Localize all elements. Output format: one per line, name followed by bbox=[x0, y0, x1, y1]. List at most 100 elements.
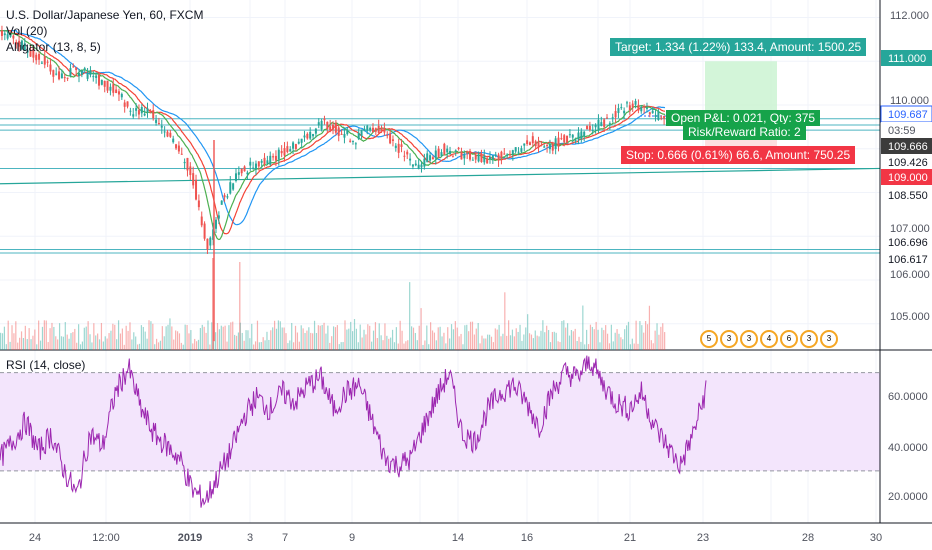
event-badge[interactable]: 6 bbox=[780, 330, 798, 348]
volume-bar bbox=[127, 330, 129, 350]
risk-reward-label[interactable]: Risk/Reward Ratio: 2 bbox=[683, 124, 806, 140]
candle-body bbox=[29, 49, 32, 57]
candle-body bbox=[180, 153, 183, 155]
candle-body bbox=[580, 131, 583, 140]
candle-body bbox=[274, 155, 277, 161]
candle-body bbox=[540, 141, 543, 143]
candle-body bbox=[226, 196, 229, 198]
volume-bar bbox=[28, 328, 30, 350]
volume-bar bbox=[656, 323, 658, 350]
volume-bar bbox=[235, 335, 238, 350]
volume-bar bbox=[167, 324, 169, 350]
candle-body bbox=[135, 108, 138, 111]
price-tick: 110.000 bbox=[890, 95, 929, 107]
candle-body bbox=[471, 159, 474, 161]
volume-bar bbox=[521, 340, 523, 350]
candle-body bbox=[32, 48, 35, 58]
candle-body bbox=[360, 129, 363, 137]
volume-bar bbox=[66, 334, 68, 350]
candle-body bbox=[403, 155, 406, 157]
candle-body bbox=[146, 108, 149, 113]
volume-bar bbox=[629, 344, 631, 350]
volume-bar bbox=[454, 321, 456, 350]
time-tick: 9 bbox=[349, 532, 355, 544]
volume-bar bbox=[34, 329, 36, 350]
volume-bar bbox=[565, 327, 567, 350]
volume-bar bbox=[136, 344, 139, 350]
candle-body bbox=[257, 161, 260, 167]
event-badge[interactable]: 3 bbox=[800, 330, 818, 348]
event-badge[interactable]: 3 bbox=[720, 330, 738, 348]
volume-indicator-label[interactable]: Vol (20) bbox=[6, 24, 48, 38]
volume-bar bbox=[582, 305, 584, 350]
volume-bar bbox=[24, 325, 26, 350]
candle-body bbox=[583, 131, 586, 137]
event-badge[interactable]: 5 bbox=[700, 330, 718, 348]
volume-bar bbox=[45, 320, 47, 350]
volume-bar bbox=[422, 344, 424, 350]
volume-bar bbox=[367, 324, 369, 350]
volume-bar bbox=[108, 333, 110, 350]
candle-body bbox=[12, 35, 15, 39]
candle-body bbox=[317, 122, 320, 126]
volume-bar bbox=[232, 321, 234, 350]
volume-bar bbox=[140, 325, 143, 350]
rsi-indicator-label[interactable]: RSI (14, close) bbox=[6, 358, 86, 372]
volume-bar bbox=[100, 322, 103, 350]
volume-bar bbox=[272, 327, 274, 350]
price-tick: 112.000 bbox=[890, 10, 929, 22]
alligator-indicator-label[interactable]: Alligator (13, 8, 5) bbox=[6, 40, 101, 54]
candle-body bbox=[140, 106, 143, 114]
candle-body bbox=[631, 103, 634, 108]
volume-bar bbox=[78, 324, 80, 350]
candle-body bbox=[500, 151, 503, 158]
time-tick: 28 bbox=[802, 532, 814, 544]
symbol-title[interactable]: U.S. Dollar/Japanese Yen, 60, FXCM bbox=[6, 8, 204, 22]
volume-bar bbox=[58, 323, 61, 350]
volume-bar bbox=[117, 320, 120, 350]
volume-bar bbox=[355, 328, 358, 350]
candle-body bbox=[277, 149, 280, 160]
volume-bar bbox=[504, 292, 506, 350]
volume-bar bbox=[294, 325, 297, 350]
volume-bar bbox=[133, 332, 135, 350]
volume-bar bbox=[348, 328, 350, 350]
stop-label[interactable]: Stop: 0.666 (0.61%) 66.6, Amount: 750.25 bbox=[621, 146, 856, 164]
volume-bar bbox=[266, 331, 268, 350]
volume-bar bbox=[557, 341, 559, 350]
volume-bar bbox=[490, 336, 493, 350]
candle-body bbox=[383, 127, 386, 133]
open-pl-label[interactable]: Open P&L: 0.021, Qty: 375 bbox=[666, 110, 821, 126]
volume-bar bbox=[407, 340, 409, 350]
candle-body bbox=[289, 149, 292, 152]
candle-body bbox=[243, 166, 246, 172]
volume-bar bbox=[121, 328, 123, 350]
candle-body bbox=[520, 148, 523, 152]
candle-body bbox=[46, 61, 49, 63]
candle-body bbox=[83, 68, 86, 71]
volume-bar bbox=[304, 333, 306, 350]
volume-bar bbox=[144, 331, 146, 350]
volume-bar bbox=[55, 336, 57, 350]
volume-bar bbox=[589, 324, 592, 350]
volume-bar bbox=[494, 328, 496, 350]
volume-bar bbox=[660, 326, 662, 350]
volume-bar bbox=[506, 335, 508, 350]
volume-bar bbox=[538, 336, 540, 350]
event-badge[interactable]: 3 bbox=[820, 330, 838, 348]
candle-body bbox=[40, 62, 43, 64]
candle-body bbox=[177, 145, 180, 152]
volume-bar bbox=[112, 323, 114, 350]
volume-bar bbox=[515, 328, 517, 350]
event-badge[interactable]: 4 bbox=[760, 330, 778, 348]
volume-bar bbox=[156, 338, 158, 350]
target-label[interactable]: Target: 1.334 (1.22%) 133.4, Amount: 150… bbox=[610, 38, 867, 56]
price-tag-label: 03:59 bbox=[888, 125, 916, 137]
event-badge[interactable]: 3 bbox=[740, 330, 758, 348]
volume-bar bbox=[639, 321, 641, 350]
volume-bar bbox=[182, 344, 184, 350]
volume-bar bbox=[488, 334, 491, 350]
volume-bar bbox=[253, 344, 255, 350]
volume-bar bbox=[152, 323, 154, 350]
